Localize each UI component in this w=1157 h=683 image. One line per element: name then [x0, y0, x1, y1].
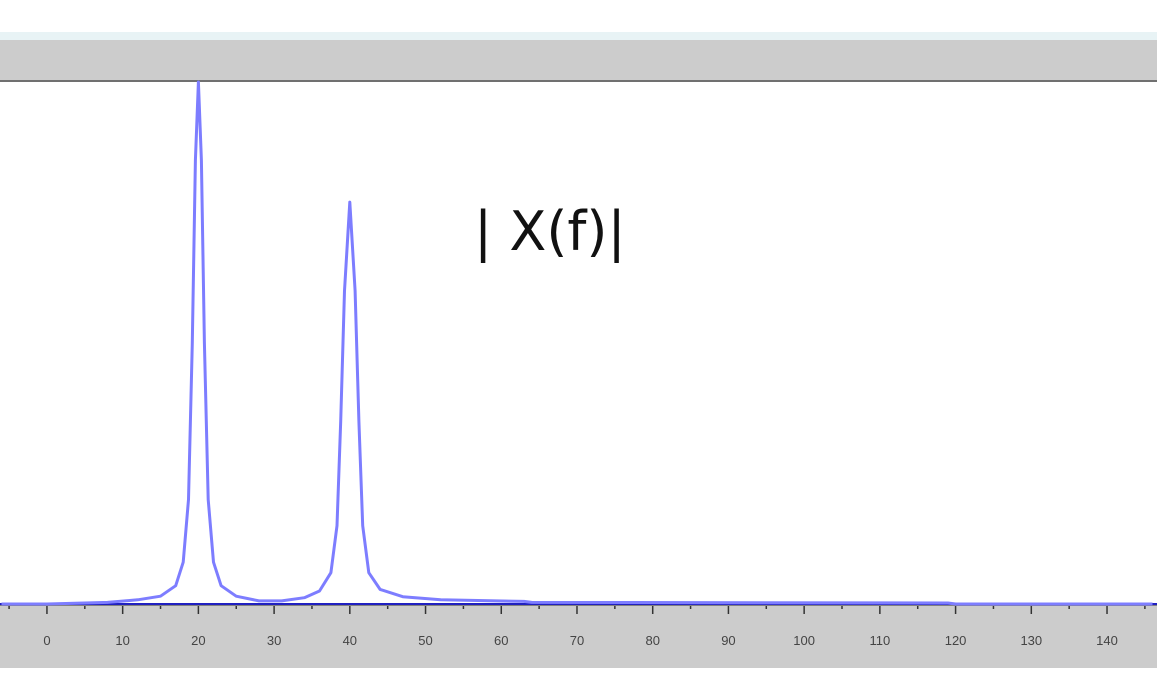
x-tick-label: 90 [721, 633, 735, 648]
x-tick-label: 130 [1020, 633, 1042, 648]
x-axis-band [0, 604, 1157, 668]
window-top-strip [0, 32, 1157, 40]
x-tick-label: 0 [43, 633, 50, 648]
x-tick-label: 80 [645, 633, 659, 648]
x-tick-label: 60 [494, 633, 508, 648]
x-tick-label: 10 [115, 633, 129, 648]
x-tick-label: 40 [343, 633, 357, 648]
x-tick-label: 50 [418, 633, 432, 648]
x-tick-label: 140 [1096, 633, 1118, 648]
spectrum-line [1, 80, 1153, 606]
plot-header-band [0, 40, 1157, 82]
x-tick-label: 100 [793, 633, 815, 648]
x-tick-label: 110 [869, 633, 890, 648]
x-tick-label: 120 [945, 633, 967, 648]
chart-title: | X(f)| [474, 200, 626, 263]
x-tick-label: 20 [191, 633, 205, 648]
x-tick-label: 70 [570, 633, 584, 648]
x-tick-label: 30 [267, 633, 281, 648]
